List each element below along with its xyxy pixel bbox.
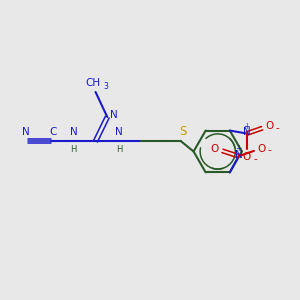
- Text: N: N: [243, 127, 251, 137]
- Text: O: O: [243, 152, 251, 162]
- Text: -: -: [276, 123, 279, 133]
- Text: H: H: [116, 145, 122, 154]
- Text: 3: 3: [104, 82, 109, 91]
- Text: O: O: [210, 143, 218, 154]
- Text: -: -: [253, 154, 257, 164]
- Text: N: N: [110, 110, 118, 120]
- Text: +: +: [236, 144, 242, 153]
- Text: H: H: [70, 145, 76, 154]
- Text: +: +: [244, 122, 250, 130]
- Text: N: N: [22, 127, 30, 137]
- Text: C: C: [49, 127, 56, 137]
- Text: N: N: [70, 127, 77, 137]
- Text: N: N: [115, 127, 123, 137]
- Text: O: O: [257, 143, 266, 154]
- Text: O: O: [266, 121, 274, 131]
- Text: CH: CH: [85, 78, 101, 88]
- Text: -: -: [267, 145, 271, 155]
- Text: S: S: [179, 125, 186, 138]
- Text: N: N: [235, 150, 242, 160]
